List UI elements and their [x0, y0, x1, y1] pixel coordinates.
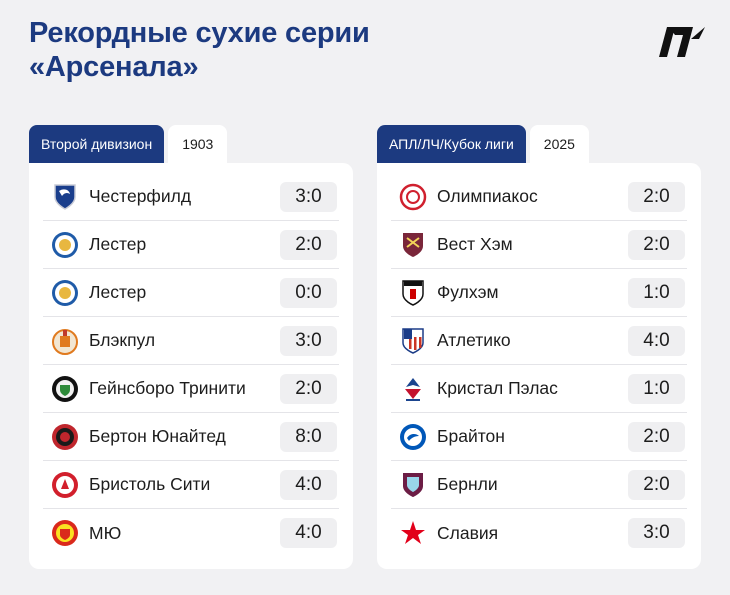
- team-name: Атлетико: [437, 330, 511, 350]
- score: 3:0: [280, 181, 337, 212]
- olympiacos-crest-icon: [399, 183, 427, 211]
- bristol-city-crest-icon: [51, 471, 79, 499]
- score: 3:0: [280, 325, 337, 356]
- blackpool-crest-icon: [51, 327, 79, 355]
- chesterfield-crest-icon: [51, 183, 79, 211]
- score: 2:0: [628, 229, 685, 260]
- leicester-crest-icon: [51, 231, 79, 259]
- score: 4:0: [628, 325, 685, 356]
- team-name: Честерфилд: [89, 186, 192, 206]
- score: 1:0: [628, 277, 685, 308]
- list-item: Гейнсборо Тринити 2:0: [43, 365, 339, 413]
- team-name: Лестер: [89, 234, 147, 254]
- page-title-line-1: Рекордные сухие серии: [29, 17, 370, 49]
- tab-apl-cl-league-cup: АПЛ/ЛЧ/Кубок лиги: [377, 125, 526, 163]
- list-item: Блэкпул 3:0: [43, 317, 339, 365]
- leicester-crest-icon: [51, 279, 79, 307]
- score: 8:0: [280, 421, 337, 452]
- team-name: Блэкпул: [89, 330, 156, 350]
- team-name: Гейнсборо Тринити: [89, 378, 246, 398]
- tab-second-division: Второй дивизион: [29, 125, 165, 163]
- team-name: Лестер: [89, 282, 147, 302]
- list-item: Честерфилд 3:0: [43, 173, 339, 221]
- score: 1:0: [628, 373, 685, 404]
- list-item: Славия 3:0: [391, 509, 687, 557]
- score: 4:0: [280, 469, 337, 500]
- team-name: Кристал Пэлас: [437, 378, 558, 398]
- crystal-palace-crest-icon: [399, 375, 427, 403]
- list-item: Брайтон 2:0: [391, 413, 687, 461]
- list-item: Бертон Юнайтед 8:0: [43, 413, 339, 461]
- score: 4:0: [280, 518, 337, 548]
- gainsborough-crest-icon: [51, 375, 79, 403]
- list-item: Олимпиакос 2:0: [391, 173, 687, 221]
- score: 2:0: [628, 181, 685, 212]
- list-item: Атлетико 4:0: [391, 317, 687, 365]
- burton-crest-icon: [51, 423, 79, 451]
- score: 2:0: [628, 421, 685, 452]
- team-name: Бристоль Сити: [89, 474, 211, 494]
- team-name: Фулхэм: [437, 282, 499, 302]
- team-name: Бернли: [437, 474, 498, 494]
- match-list: Честерфилд 3:0 Лестер 2:0 Лестер 0:0 Блэ…: [29, 163, 353, 569]
- match-list: Олимпиакос 2:0 Вест Хэм 2:0 Фулхэм 1:0 А…: [377, 163, 701, 569]
- burnley-crest-icon: [399, 471, 427, 499]
- team-name: Брайтон: [437, 426, 505, 446]
- score: 2:0: [280, 229, 337, 260]
- team-name: Олимпиакос: [437, 186, 538, 206]
- list-item: Фулхэм 1:0: [391, 269, 687, 317]
- team-name: Бертон Юнайтед: [89, 426, 226, 446]
- year-tab-1903: 1903: [168, 125, 228, 163]
- panel-apl-cl-league-cup: АПЛ/ЛЧ/Кубок лиги 2025 Олимпиакос 2:0 Ве…: [377, 125, 701, 569]
- list-item: Кристал Пэлас 1:0: [391, 365, 687, 413]
- score: 0:0: [280, 277, 337, 308]
- panel-header: АПЛ/ЛЧ/Кубок лиги 2025: [377, 125, 701, 163]
- page-title: Рекордные сухие серии «Арсенала»: [29, 16, 370, 84]
- team-name: МЮ: [89, 522, 122, 543]
- list-item: Вест Хэм 2:0: [391, 221, 687, 269]
- score: 2:0: [628, 469, 685, 500]
- brighton-crest-icon: [399, 423, 427, 451]
- score: 2:0: [280, 373, 337, 404]
- list-item: Бристоль Сити 4:0: [43, 461, 339, 509]
- atletico-crest-icon: [399, 327, 427, 355]
- west-ham-crest-icon: [399, 231, 427, 259]
- list-item: Бернли 2:0: [391, 461, 687, 509]
- page-title-line-2: «Арсенала»: [29, 51, 199, 83]
- list-item: Лестер 0:0: [43, 269, 339, 317]
- team-name: Вест Хэм: [437, 234, 513, 254]
- panel-header: Второй дивизион 1903: [29, 125, 353, 163]
- year-tab-2025: 2025: [529, 125, 589, 163]
- man-utd-crest-icon: [51, 519, 79, 547]
- list-item: Лестер 2:0: [43, 221, 339, 269]
- panel-second-division: Второй дивизион 1903 Честерфилд 3:0 Лест…: [29, 125, 353, 569]
- fulham-crest-icon: [399, 279, 427, 307]
- slavia-crest-icon: [399, 519, 427, 547]
- score: 3:0: [628, 518, 685, 548]
- list-item: МЮ 4:0: [43, 509, 339, 557]
- team-name: Славия: [437, 522, 499, 543]
- publisher-logo-icon: [659, 27, 705, 57]
